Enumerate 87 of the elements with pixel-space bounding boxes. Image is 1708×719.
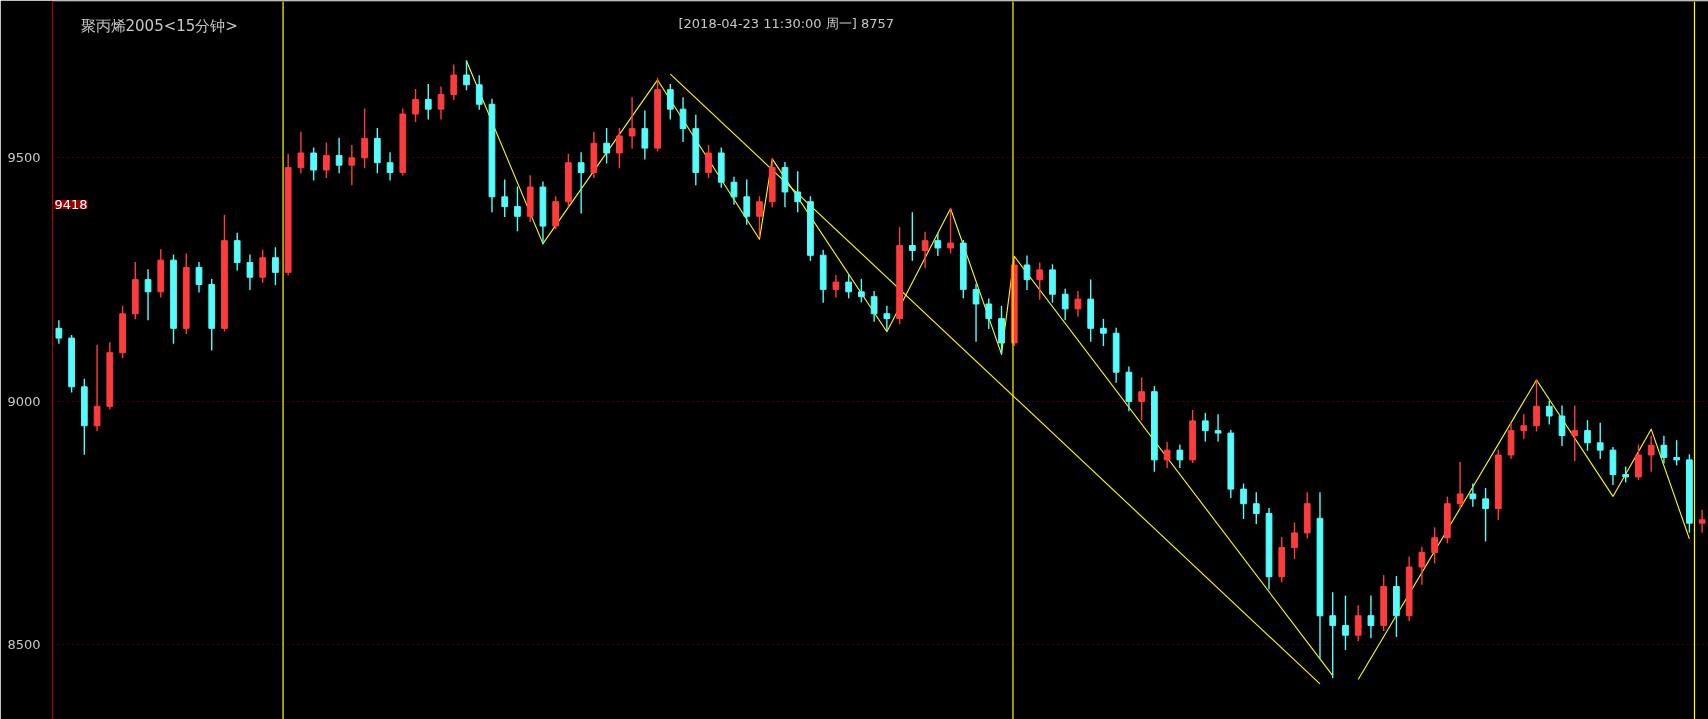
candlestick <box>1214 414 1222 442</box>
candlestick <box>501 179 509 218</box>
candlestick <box>1074 291 1082 317</box>
candlestick <box>297 131 305 174</box>
candlestick <box>934 232 942 256</box>
candlestick <box>1482 487 1489 542</box>
candlestick <box>921 231 929 269</box>
candlestick <box>1647 435 1655 472</box>
candlestick <box>1201 412 1209 442</box>
candlestick <box>577 152 585 214</box>
candlestick <box>93 344 101 432</box>
text: [2018-04-23 11:30:00 周一] 8757 <box>678 16 895 31</box>
candlestick <box>1367 595 1375 639</box>
candlestick <box>845 275 853 299</box>
candlestick <box>1431 527 1438 564</box>
candlestick <box>259 249 267 283</box>
line-series <box>1357 379 1690 681</box>
y-tick-label: 8500 <box>7 637 41 653</box>
candlestick <box>450 64 458 101</box>
candlestick <box>1673 440 1681 466</box>
candlestick <box>985 298 993 330</box>
candlestick <box>335 137 343 174</box>
candlestick <box>1596 422 1604 460</box>
candlestick <box>1354 605 1362 642</box>
candlestick <box>195 261 203 293</box>
candlestick <box>323 142 330 179</box>
candlestick <box>412 88 419 123</box>
candlestick <box>1163 442 1171 468</box>
candlestick <box>679 97 687 142</box>
candlestick <box>1138 377 1145 421</box>
candlestick <box>730 176 738 205</box>
candlestick <box>666 84 674 120</box>
candlestick <box>1584 420 1591 451</box>
candlestick <box>1100 318 1107 347</box>
candlestick <box>475 75 483 110</box>
candlestick <box>1635 444 1642 481</box>
candlestick <box>310 147 317 181</box>
candlestick <box>858 278 865 303</box>
candlestick <box>1240 483 1247 520</box>
candlestick <box>1545 400 1553 425</box>
candlestick <box>832 275 840 298</box>
candlestick <box>870 291 878 322</box>
candlestick <box>246 254 254 291</box>
y-tick-label: 9000 <box>7 393 41 409</box>
candlestick <box>437 86 445 120</box>
candlestick <box>514 186 521 232</box>
candlestick <box>1456 462 1464 510</box>
candlestick <box>361 108 368 169</box>
y-tick-label: 9500 <box>7 150 41 166</box>
candlestick <box>1469 483 1477 507</box>
candlestick <box>272 247 279 286</box>
candlestick <box>705 144 712 179</box>
candlestick <box>1660 435 1668 464</box>
candlestick <box>616 127 623 169</box>
candlestick <box>628 97 636 149</box>
candlestick <box>1061 288 1069 321</box>
candlestick <box>386 152 394 181</box>
candlestick <box>1329 592 1337 679</box>
candlestick <box>1533 379 1540 432</box>
candlestick <box>144 269 152 321</box>
candlestick <box>883 305 891 331</box>
text: 聚丙烯2005<15分钟> <box>80 16 238 35</box>
candlestick <box>233 232 241 271</box>
candlestick <box>55 320 63 344</box>
candlestick <box>1252 492 1260 524</box>
candlestick <box>1520 414 1528 439</box>
candlestick <box>794 171 802 213</box>
annotation: 9418 <box>54 197 88 212</box>
candlestick <box>463 60 470 91</box>
candlestick <box>1176 444 1184 468</box>
candlestick <box>947 207 954 254</box>
candlestick <box>1698 509 1706 533</box>
candlestick <box>424 84 432 120</box>
candlestick <box>1571 405 1579 462</box>
candlestick <box>972 283 980 342</box>
candlestick <box>908 212 916 261</box>
candlestick <box>348 144 356 186</box>
candlestick <box>1036 262 1044 300</box>
candlestick <box>1023 255 1031 291</box>
candlestick <box>1418 546 1426 585</box>
candlestick <box>1558 405 1566 446</box>
candlestick <box>743 179 751 225</box>
candlestick <box>603 127 610 164</box>
candlestick <box>641 110 649 160</box>
candlestick <box>756 196 763 238</box>
candlestick <box>1342 595 1349 651</box>
candlestick <box>1291 522 1298 559</box>
